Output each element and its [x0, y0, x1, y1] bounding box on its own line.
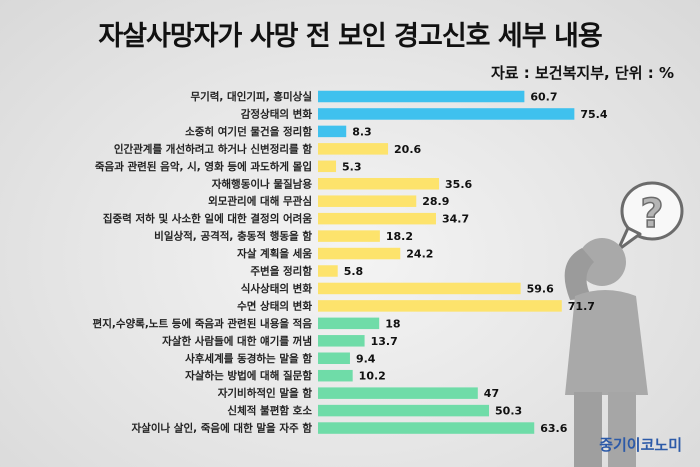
category-label: 식사상태의 변화 [241, 282, 313, 295]
category-label: 자해행동이나 물질남용 [212, 177, 313, 190]
category-label: 인간관계를 개선하려고 하거나 신변정리를 함 [114, 142, 313, 155]
category-label: 자살 계획을 세움 [237, 247, 312, 260]
category-label: 편지,수양록,노트 등에 죽음과 관련된 내용을 적음 [93, 317, 313, 330]
value-label: 9.4 [356, 352, 376, 365]
category-label: 자살이나 살인, 죽음에 대한 말을 자주 함 [132, 422, 313, 435]
value-label: 18.2 [386, 230, 413, 243]
category-label: 무기력, 대인기피, 흥미상실 [190, 90, 312, 103]
category-label: 신체적 불편함 호소 [227, 404, 312, 417]
value-label: 50.3 [495, 405, 522, 418]
bar [318, 143, 389, 155]
bar [318, 125, 347, 138]
bar [318, 352, 350, 364]
bar [318, 265, 338, 277]
bar [318, 300, 562, 312]
bar [318, 90, 525, 103]
bar [318, 195, 417, 207]
category-label: 자살하는 방법에 대해 질문함 [185, 369, 312, 382]
value-label: 28.9 [422, 195, 449, 208]
bar [318, 282, 521, 295]
bar [318, 422, 535, 434]
source-note: 자료 : 보건복지부, 단위 : % [490, 64, 674, 82]
bar [318, 317, 380, 330]
bar [318, 247, 401, 260]
category-label: 사후세계를 동경하는 말을 함 [185, 352, 312, 365]
person-question-mark-icon: ? [564, 181, 684, 467]
svg-text:?: ? [640, 191, 663, 237]
category-label: 소중히 여기던 물건을 정리함 [185, 125, 312, 138]
value-label: 59.6 [527, 282, 554, 295]
value-label: 5.8 [344, 265, 364, 278]
value-label: 34.7 [442, 213, 469, 226]
value-label: 75.4 [580, 108, 607, 121]
category-label: 외모관리에 대해 무관심 [208, 195, 312, 208]
bar [318, 404, 490, 417]
bar [318, 160, 337, 173]
category-label: 주변을 정리함 [250, 265, 312, 278]
category-label: 감정상태의 변화 [241, 107, 313, 120]
category-label: 비일상적, 공격적, 충동적 행동을 함 [154, 230, 312, 243]
value-label: 18 [385, 317, 400, 330]
category-label: 자기비하적인 말을 함 [218, 387, 313, 400]
value-label: 5.3 [342, 160, 362, 173]
category-label: 집중력 저하 및 사소한 일에 대한 결정의 어려움 [103, 212, 312, 225]
bar [318, 387, 478, 399]
bar [318, 369, 353, 382]
category-label: 자살한 사람들에 대한 얘기를 꺼냄 [162, 334, 312, 347]
value-label: 13.7 [371, 335, 398, 348]
bar [318, 335, 365, 347]
bar [318, 230, 380, 242]
bar [318, 108, 575, 120]
bar [318, 212, 436, 225]
category-label: 죽음과 관련된 음악, 시, 영화 등에 과도하게 몰입 [95, 160, 312, 173]
value-label: 24.2 [406, 248, 433, 261]
value-label: 35.6 [445, 178, 472, 191]
value-label: 71.7 [568, 300, 595, 313]
value-label: 10.2 [359, 370, 386, 383]
category-label: 수면 상태의 변화 [237, 299, 312, 312]
value-label: 60.7 [530, 91, 557, 104]
value-label: 47 [484, 387, 499, 400]
value-label: 63.6 [540, 422, 567, 435]
brand-logo: 중기이코노미 [599, 436, 682, 454]
value-label: 8.3 [352, 125, 372, 138]
value-label: 20.6 [394, 143, 421, 156]
chart-title: 자살사망자가 사망 전 보인 경고신호 세부 내용 [98, 21, 602, 52]
bar [318, 178, 440, 190]
